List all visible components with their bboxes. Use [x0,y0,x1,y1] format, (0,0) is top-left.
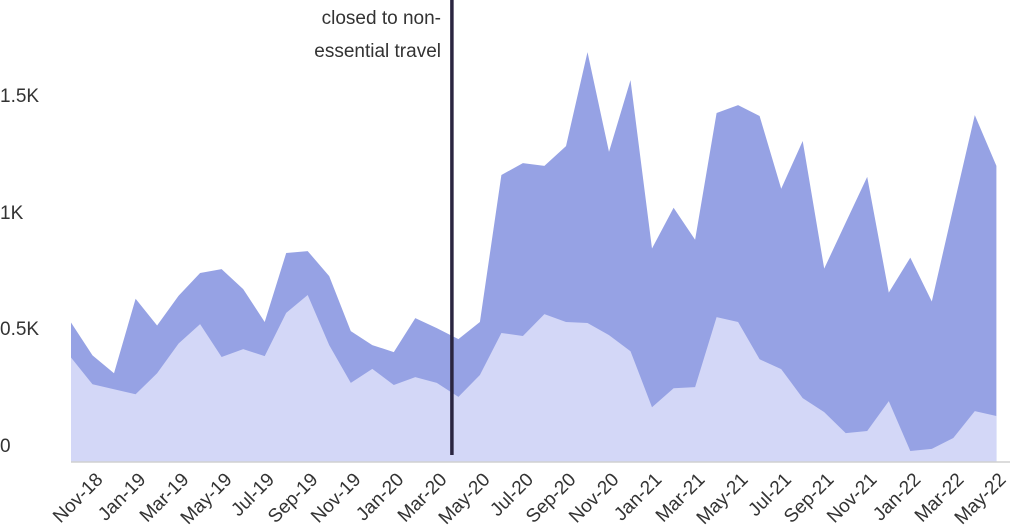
area-chart [71,0,1010,463]
y-tick-label: 1.5K [0,86,40,107]
subset-area [71,295,997,462]
y-tick-label: 1K [0,203,24,224]
annotation-text-line-1: closed to non- [321,8,441,29]
annotation-text-line-2: essential travel [314,41,441,62]
y-tick-label: 0.5K [0,319,40,340]
y-tick-label: 0 [0,436,11,457]
